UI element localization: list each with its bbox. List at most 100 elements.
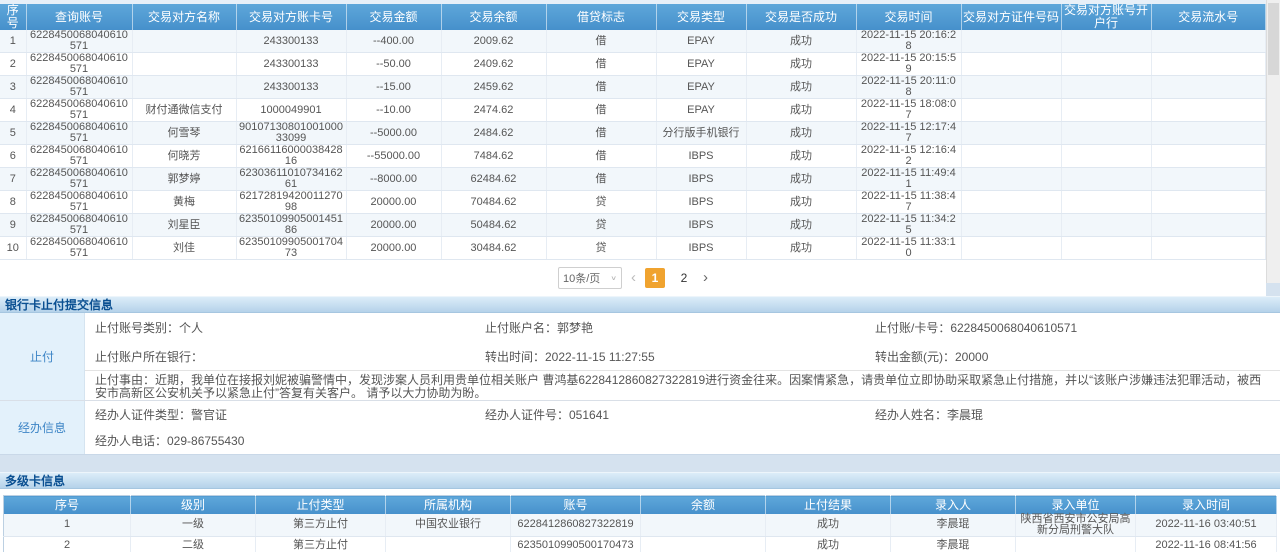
table-cell: 6228412860827322819 [510, 513, 641, 537]
table-cell: 借 [546, 75, 657, 99]
table-cell [1151, 213, 1266, 237]
stop-payment-content: 止付账号类别：个人 止付账户名：郭梦艳 止付账/卡号：6228450068040… [85, 313, 1280, 400]
table-cell: 6228450068040610571 [26, 75, 133, 99]
table-cell [961, 236, 1062, 260]
agent-info-content: 经办人证件类型：警官证 经办人证件号：051641 经办人姓名：李晨琨 经办人电… [85, 401, 1280, 454]
table-cell [961, 213, 1062, 237]
table-cell: 2022-11-15 20:16:28 [856, 30, 962, 53]
table-cell: 成功 [746, 98, 857, 122]
transactions-table-body: 1 6228450068040610571 243300133 --400.00 200… [0, 30, 1266, 260]
table-cell: 成功 [746, 190, 857, 214]
table-cell: 2022-11-15 12:16:42 [856, 144, 962, 168]
table-cell: 3 [0, 75, 27, 99]
table-cell [132, 52, 237, 76]
table-cell: 7 [0, 167, 27, 191]
prev-page-button[interactable]: ‹ [631, 269, 636, 286]
table-cell: EPAY [656, 75, 747, 99]
table-cell [640, 536, 766, 552]
table-cell: 郭梦婷 [132, 167, 237, 191]
table-cell: 9 [0, 213, 27, 237]
column-header: 序号 [3, 495, 131, 514]
table-cell: 1 [0, 30, 27, 53]
vertical-scrollbar[interactable] [1266, 0, 1280, 283]
column-header: 交易对方名称 [132, 4, 237, 30]
table-cell: 成功 [746, 213, 857, 237]
next-page-button[interactable]: › [703, 269, 708, 286]
table-cell: 20000.00 [346, 236, 442, 260]
table-cell [1151, 236, 1266, 260]
table-cell: 2022-11-15 12:17:47 [856, 121, 962, 145]
table-row: 2 6228450068040610571 243300133 --50.00 2409… [0, 52, 1266, 76]
table-cell [1061, 167, 1152, 191]
table-cell: 成功 [746, 75, 857, 99]
table-cell: 借 [546, 144, 657, 168]
table-cell: 6228450068040610571 [26, 236, 133, 260]
column-header: 交易对方账卡号 [236, 4, 347, 30]
table-cell: 何雪琴 [132, 121, 237, 145]
table-cell: 2459.62 [441, 75, 547, 99]
table-cell: 6228450068040610571 [26, 190, 133, 214]
stop-reason-text: 止付事由：近期，我单位在接报刘妮被骗警情中，发现涉案人员利用贵单位相关账户 曹鸿… [85, 370, 1280, 400]
table-cell: 8 [0, 190, 27, 214]
table-cell: 2022-11-15 11:38:47 [856, 190, 962, 214]
multilevel-table-header: 序号 级别 止付类型 所属机构 账号 余额 止付结果 录入人 录入单位 录入时间 [3, 495, 1277, 514]
scrollbar-thumb[interactable] [1268, 3, 1279, 75]
chevron-down-icon: ∨ [610, 274, 617, 282]
pagination: 10条/页 ∨ ‹ 1 2 › [0, 260, 1266, 296]
column-header: 止付类型 [255, 495, 386, 514]
table-row: 1 一级 第三方止付 中国农业银行 6228412860827322819 成功 李晨琨 陕西… [3, 513, 1277, 537]
page-size-select[interactable]: 10条/页 ∨ [558, 267, 622, 289]
table-cell: 2022-11-15 11:33:10 [856, 236, 962, 260]
table-cell: 成功 [746, 121, 857, 145]
table-cell: --55000.00 [346, 144, 442, 168]
table-cell: 借 [546, 52, 657, 76]
column-header: 交易对方账号开户行 [1061, 4, 1152, 30]
table-cell [961, 190, 1062, 214]
table-cell: 7484.62 [441, 144, 547, 168]
table-cell [1061, 121, 1152, 145]
agent-id-number-field: 经办人证件号：051641 [485, 407, 610, 422]
table-cell [1061, 190, 1152, 214]
table-cell: 2022-11-15 20:15:59 [856, 52, 962, 76]
column-header: 交易时间 [856, 4, 962, 30]
table-cell: 9010713080100100033099 [236, 121, 347, 145]
stop-account-name-field: 止付账户名：郭梦艳 [485, 321, 594, 335]
page-size-label: 10条/页 [563, 273, 601, 285]
agent-info-side-label: 经办信息 [0, 401, 85, 454]
table-cell [640, 513, 766, 537]
table-cell: 成功 [746, 52, 857, 76]
table-row: 10 6228450068040610571 刘佳 62350109905001704… [0, 236, 1266, 260]
transactions-table-header: 序号 查询账号 交易对方名称 交易对方账卡号 交易金额 交易余额 借贷标志 交易类型 交易是否成… [0, 4, 1266, 30]
table-cell: 第三方止付 [255, 536, 386, 552]
table-cell: 6228450068040610571 [26, 30, 133, 53]
column-header: 交易流水号 [1151, 4, 1266, 30]
column-header: 余额 [640, 495, 766, 514]
column-header: 查询账号 [26, 4, 133, 30]
table-cell: 成功 [746, 30, 857, 53]
table-cell: 2 [0, 52, 27, 76]
table-cell: IBPS [656, 236, 747, 260]
page-2-button[interactable]: 2 [680, 271, 688, 285]
column-header: 借贷标志 [546, 4, 657, 30]
table-cell: 243300133 [236, 75, 347, 99]
table-cell: 黄梅 [132, 190, 237, 214]
header-row: 序号 级别 止付类型 所属机构 账号 余额 止付结果 录入人 录入单位 录入时间 [3, 495, 1277, 514]
field-row: 经办人电话：029-86755430 [85, 427, 1280, 453]
page-1-button[interactable]: 1 [645, 268, 665, 288]
table-cell [1061, 52, 1152, 76]
table-cell [961, 98, 1062, 122]
table-cell: --15.00 [346, 75, 442, 99]
column-header: 序号 [0, 4, 27, 30]
stop-payment-group: 止付 止付账号类别：个人 止付账户名：郭梦艳 止付账/卡号：6228450068… [0, 313, 1280, 401]
table-cell [132, 30, 237, 53]
table-cell: 6235010990500170473 [510, 536, 641, 552]
column-header: 级别 [130, 495, 256, 514]
table-cell: 243300133 [236, 30, 347, 53]
table-cell: --10.00 [346, 98, 442, 122]
table-cell: --5000.00 [346, 121, 442, 145]
table-cell: 2022-11-16 08:41:56 [1135, 536, 1277, 552]
table-cell: 财付通微信支付 [132, 98, 237, 122]
table-cell [1151, 30, 1266, 53]
table-cell [1061, 236, 1152, 260]
table-cell: 李晨琨 [890, 536, 1016, 552]
